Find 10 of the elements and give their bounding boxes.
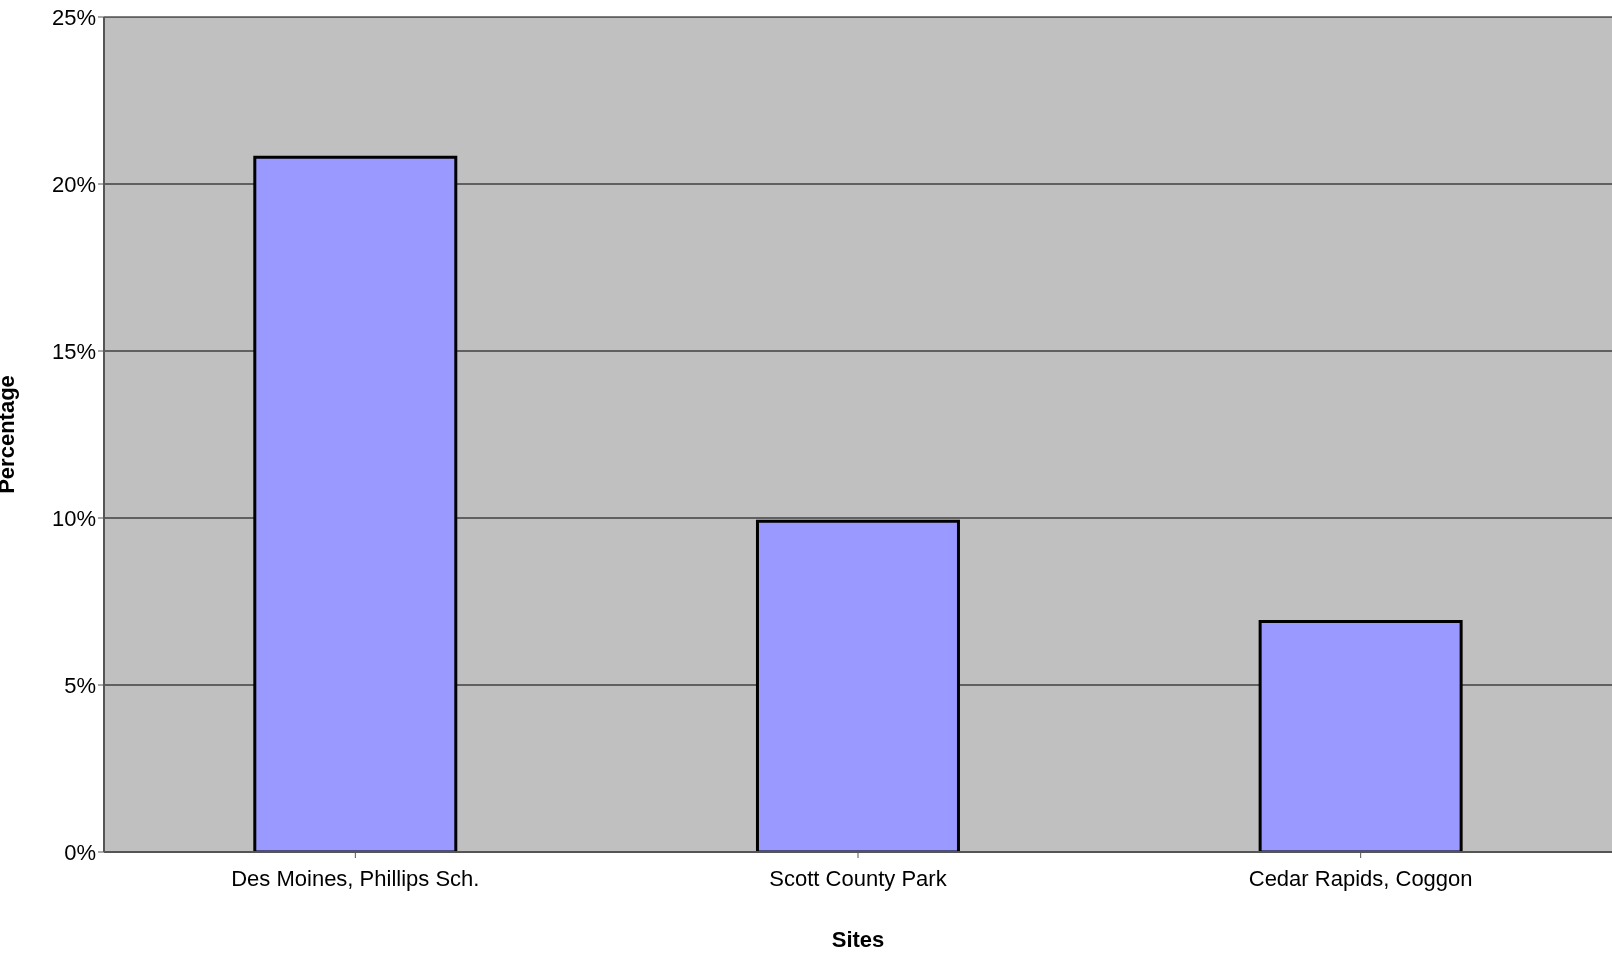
x-tick-label: Scott County Park <box>769 865 948 891</box>
y-tick-label: 15% <box>51 338 96 364</box>
y-tick-label: 25% <box>51 4 96 30</box>
x-tick-label: Cedar Rapids, Coggon <box>1248 865 1473 891</box>
y-tick-label: 20% <box>51 171 96 197</box>
x-axis-title: Sites <box>831 927 885 952</box>
y-tick-label: 10% <box>51 505 96 531</box>
x-tick-label: Des Moines, Phillips Sch. <box>231 865 480 891</box>
y-tick-label: 5% <box>64 672 96 698</box>
y-tick-label: 0% <box>64 839 96 865</box>
